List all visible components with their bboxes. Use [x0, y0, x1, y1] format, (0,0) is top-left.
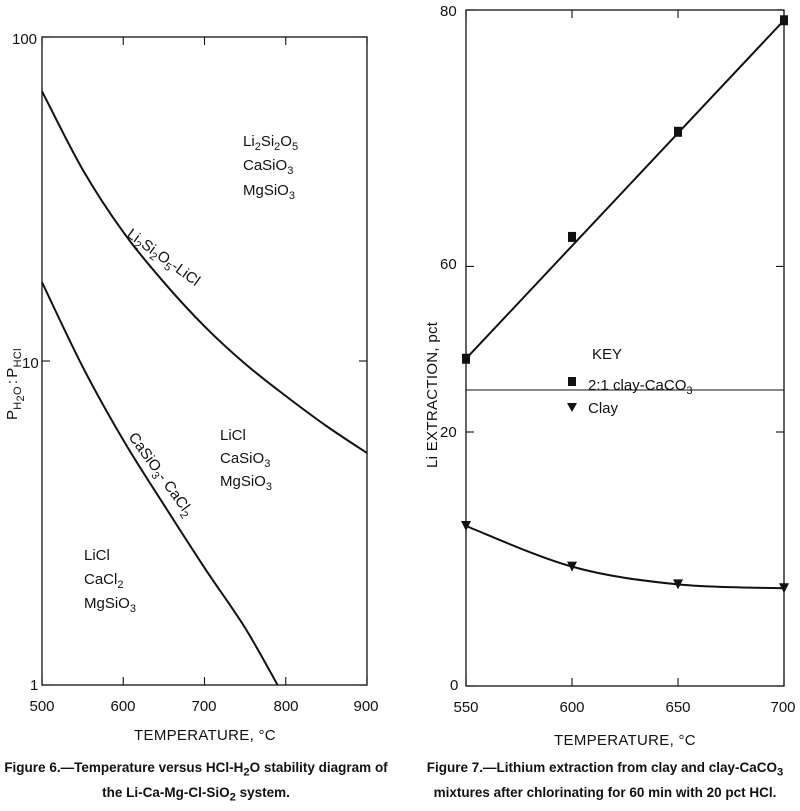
fig6-xtick-label: 900	[353, 698, 378, 715]
fig6-tick-marks	[41, 36, 368, 686]
region-species-casio3: CaSiO3	[243, 157, 293, 177]
fig6-ytick-label: 10	[22, 355, 39, 372]
data-point-clay	[779, 583, 789, 594]
region-species-licl: LiCl	[220, 427, 246, 444]
fig6-boundary-label-casio3-cacl2: CaSiO3- CaCl2	[122, 429, 196, 521]
region-species-casio3: CaSiO3	[220, 450, 270, 470]
figure-7-caption: Figure 7.—Lithium extraction from clay a…	[426, 760, 784, 800]
fig6-region-label-bottom: LiCl CaCl2 MgSiO3	[84, 547, 136, 615]
fig6-region-label-top: Li2Si2O5 CaSiO3 MgSiO3	[243, 133, 298, 202]
fig7-line-clay	[465, 525, 785, 590]
fig6-xtick-label: 500	[29, 698, 54, 715]
region-species-mgsio3: MgSiO3	[84, 595, 136, 615]
fig6-xtick-label: 600	[110, 698, 135, 715]
region-species-mgsio3: MgSiO3	[243, 182, 295, 202]
fig7-xtick-label: 550	[453, 699, 478, 716]
fig6-boundary-curve-casio3-cacl2	[41, 281, 279, 686]
fig7-ytick-label: 60	[440, 256, 457, 273]
data-point-clay	[567, 561, 577, 572]
region-species-mgsio3: MgSiO3	[220, 473, 272, 493]
figure-7-chart: 80 60 20 0 550 600 650 700 TEMPERATURE, …	[424, 3, 796, 749]
fig6-boundary-curve-li2si2o5-licl	[41, 90, 368, 454]
fig7-xtick-label: 600	[559, 699, 584, 716]
fig6-ytick-label: 1	[30, 677, 38, 694]
fig7-legend: KEY 2:1 clay-CaCO3 Clay	[567, 346, 693, 417]
fig6-region-label-middle: LiCl CaSiO3 MgSiO3	[220, 427, 272, 493]
figure-6-caption: Figure 6.—Temperature versus HCl-H2O sta…	[4, 760, 388, 804]
fig7-xtick-label: 700	[770, 699, 795, 716]
fig7-plot-frame	[465, 9, 785, 687]
fig6-xtick-label: 800	[273, 698, 298, 715]
figure-pair: 100 10 1 500 600 700 800 900 TEMPERATURE…	[4, 3, 796, 749]
data-point-clay-caco3	[568, 231, 576, 242]
legend-triangle-marker	[567, 403, 577, 412]
legend-entry-clay-caco3: 2:1 clay-CaCO3	[588, 377, 693, 397]
data-point-clay-caco3	[780, 15, 788, 26]
fig7-ytick-label: 80	[440, 3, 457, 20]
data-point-clay	[461, 520, 471, 531]
fig6-y-axis-label: PH2O:PHCl	[4, 348, 27, 420]
legend-title: KEY	[592, 346, 622, 363]
region-species-cacl2: CaCl2	[84, 571, 123, 591]
fig7-xtick-label: 650	[665, 699, 690, 716]
fig7-data-markers	[461, 15, 789, 594]
fig6-xtick-label: 700	[191, 698, 216, 715]
fig6-x-axis-label: TEMPERATURE, °C	[134, 727, 276, 744]
fig7-line-clay-caco3	[465, 19, 785, 360]
fig7-ytick-label: 20	[440, 424, 457, 441]
fig7-x-axis-label: TEMPERATURE, °C	[554, 732, 696, 749]
data-point-clay	[673, 579, 683, 590]
fig7-tick-marks	[465, 9, 785, 687]
fig7-y-axis-label: Li EXTRACTION, pct	[424, 321, 441, 468]
region-species-li2si2o5: Li2Si2O5	[243, 133, 298, 153]
legend-entry-clay: Clay	[588, 400, 619, 417]
fig7-fitted-curves	[465, 19, 785, 590]
fig6-ytick-label: 100	[12, 31, 37, 48]
figure-6-chart: 100 10 1 500 600 700 800 900 TEMPERATURE…	[4, 31, 379, 744]
fig7-ytick-label: 0	[450, 677, 458, 694]
fig6-phase-boundaries	[41, 90, 368, 686]
data-point-clay-caco3	[462, 353, 470, 364]
data-point-clay-caco3	[674, 126, 682, 137]
region-species-licl: LiCl	[84, 547, 110, 564]
legend-square-marker	[568, 377, 576, 386]
